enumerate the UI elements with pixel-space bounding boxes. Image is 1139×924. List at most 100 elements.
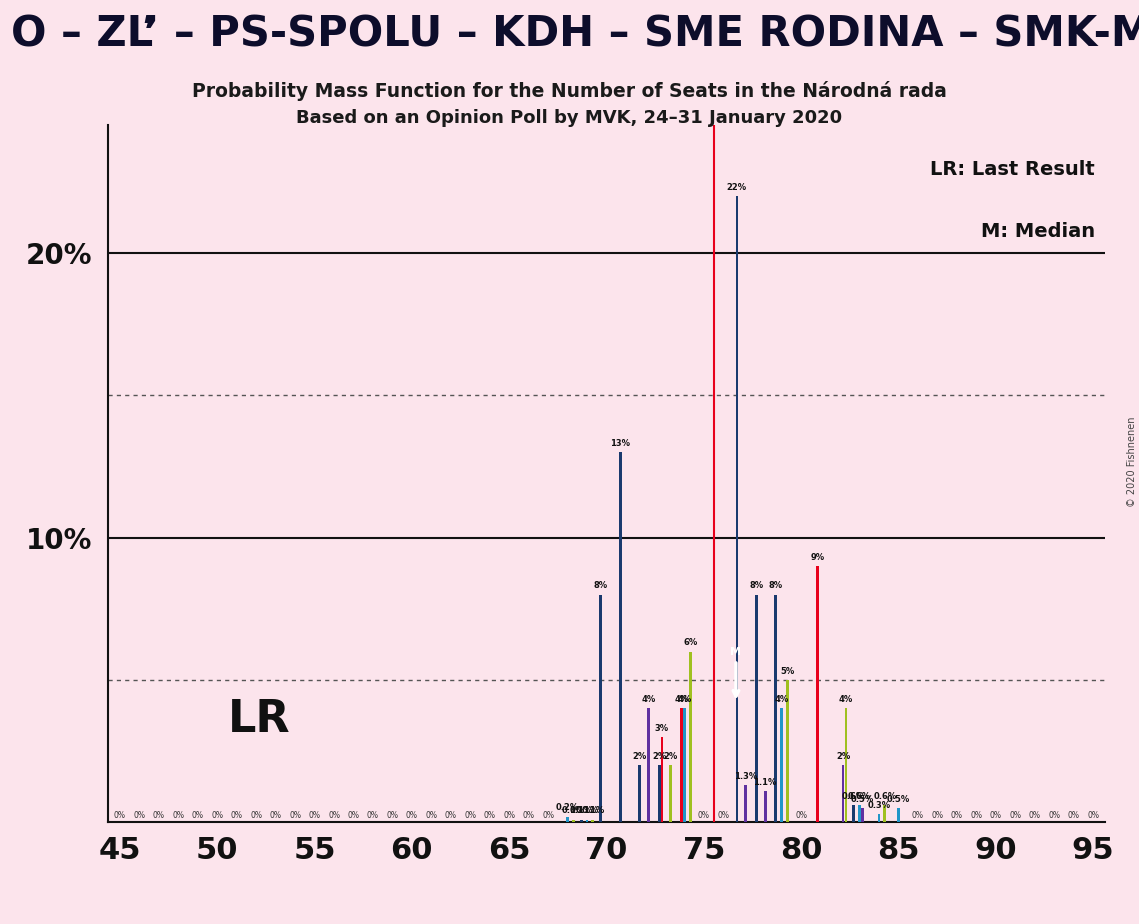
Text: 0.1%: 0.1% (570, 807, 592, 815)
Text: 0%: 0% (523, 811, 534, 821)
Bar (591, 820, 595, 822)
Text: 2%: 2% (664, 752, 678, 761)
Bar (764, 791, 767, 822)
Text: 0%: 0% (309, 811, 320, 821)
Bar (858, 806, 861, 822)
Text: 0%: 0% (270, 811, 281, 821)
Text: 13%: 13% (611, 439, 630, 448)
Text: 0.1%: 0.1% (581, 807, 605, 815)
Bar (670, 765, 672, 822)
Bar (661, 737, 663, 822)
Text: 0%: 0% (114, 811, 126, 821)
Text: 0%: 0% (289, 811, 301, 821)
Text: 0.2%: 0.2% (556, 803, 580, 812)
Bar (780, 709, 784, 822)
Text: 0%: 0% (347, 811, 360, 821)
Text: 22%: 22% (727, 183, 747, 191)
Text: O – ZĽ’ – PS-SPOLU – KDH – SME RODINA – SMK-MKP: O – ZĽ’ – PS-SPOLU – KDH – SME RODINA – … (11, 14, 1139, 55)
Bar (647, 709, 649, 822)
Bar (852, 806, 855, 822)
Bar (657, 765, 661, 822)
Text: 1.1%: 1.1% (754, 778, 777, 786)
Bar (585, 820, 589, 822)
Text: 0%: 0% (133, 811, 146, 821)
Text: 0%: 0% (425, 811, 437, 821)
Text: 0%: 0% (1009, 811, 1022, 821)
Text: 4%: 4% (775, 695, 789, 704)
Text: 4%: 4% (838, 695, 853, 704)
Text: 0%: 0% (465, 811, 476, 821)
Text: 0.5%: 0.5% (851, 795, 874, 804)
Text: 0.3%: 0.3% (868, 800, 891, 809)
Text: 0%: 0% (231, 811, 243, 821)
Text: 2%: 2% (652, 752, 666, 761)
Bar (689, 651, 691, 822)
Text: 0%: 0% (970, 811, 982, 821)
Text: 1.3%: 1.3% (734, 772, 757, 781)
Text: 0.1%: 0.1% (562, 807, 585, 815)
Bar (599, 594, 603, 822)
Text: 0.6%: 0.6% (847, 792, 871, 801)
Text: 3%: 3% (655, 723, 669, 733)
Text: 0%: 0% (367, 811, 379, 821)
Text: 0%: 0% (951, 811, 962, 821)
Text: 5%: 5% (780, 667, 795, 675)
Text: 0%: 0% (718, 811, 729, 821)
Bar (898, 808, 900, 822)
Text: 8%: 8% (593, 581, 608, 590)
Text: 8%: 8% (769, 581, 782, 590)
Text: 0%: 0% (698, 811, 710, 821)
Text: Based on an Opinion Poll by MVK, 24–31 January 2020: Based on an Opinion Poll by MVK, 24–31 J… (296, 109, 843, 127)
Bar (775, 594, 777, 822)
Bar (566, 817, 570, 822)
Bar (786, 680, 789, 822)
Bar (884, 806, 886, 822)
Bar (844, 709, 847, 822)
Text: 0%: 0% (503, 811, 515, 821)
Bar (861, 808, 863, 822)
Text: 0%: 0% (795, 811, 808, 821)
Text: © 2020 Fishnenen: © 2020 Fishnenen (1126, 417, 1137, 507)
Text: 9%: 9% (811, 553, 825, 562)
Text: 2%: 2% (632, 752, 647, 761)
Bar (572, 820, 575, 822)
Text: 0%: 0% (191, 811, 204, 821)
Text: 0%: 0% (328, 811, 341, 821)
Text: 4%: 4% (678, 695, 691, 704)
Text: 2%: 2% (836, 752, 850, 761)
Text: 0%: 0% (405, 811, 418, 821)
Text: Probability Mass Function for the Number of Seats in the Národná rada: Probability Mass Function for the Number… (192, 81, 947, 102)
Text: 0.6%: 0.6% (842, 792, 866, 801)
Text: 8%: 8% (749, 581, 763, 590)
Text: 0%: 0% (1087, 811, 1099, 821)
Text: LR: LR (228, 698, 290, 741)
Bar (842, 765, 844, 822)
Text: 0%: 0% (251, 811, 262, 821)
Text: 0%: 0% (932, 811, 943, 821)
Bar (817, 566, 819, 822)
Text: 4%: 4% (641, 695, 655, 704)
Text: 0%: 0% (172, 811, 185, 821)
Text: 0%: 0% (990, 811, 1002, 821)
Text: 0%: 0% (912, 811, 924, 821)
Text: 0%: 0% (153, 811, 165, 821)
Text: 4%: 4% (674, 695, 689, 704)
Bar (580, 820, 583, 822)
Text: 0%: 0% (445, 811, 457, 821)
Text: M: M (730, 647, 741, 657)
Text: 0%: 0% (211, 811, 223, 821)
Bar (744, 785, 747, 822)
Text: 0%: 0% (484, 811, 495, 821)
Bar (680, 709, 683, 822)
Bar (618, 452, 622, 822)
Bar (755, 594, 757, 822)
Text: 0.6%: 0.6% (874, 792, 896, 801)
Bar (878, 814, 880, 822)
Bar (736, 196, 738, 822)
Text: M: Median: M: Median (981, 223, 1095, 241)
Text: 0.5%: 0.5% (887, 795, 910, 804)
Text: 0%: 0% (1067, 811, 1080, 821)
Text: 0%: 0% (386, 811, 399, 821)
Bar (683, 709, 686, 822)
Text: 0%: 0% (1029, 811, 1041, 821)
